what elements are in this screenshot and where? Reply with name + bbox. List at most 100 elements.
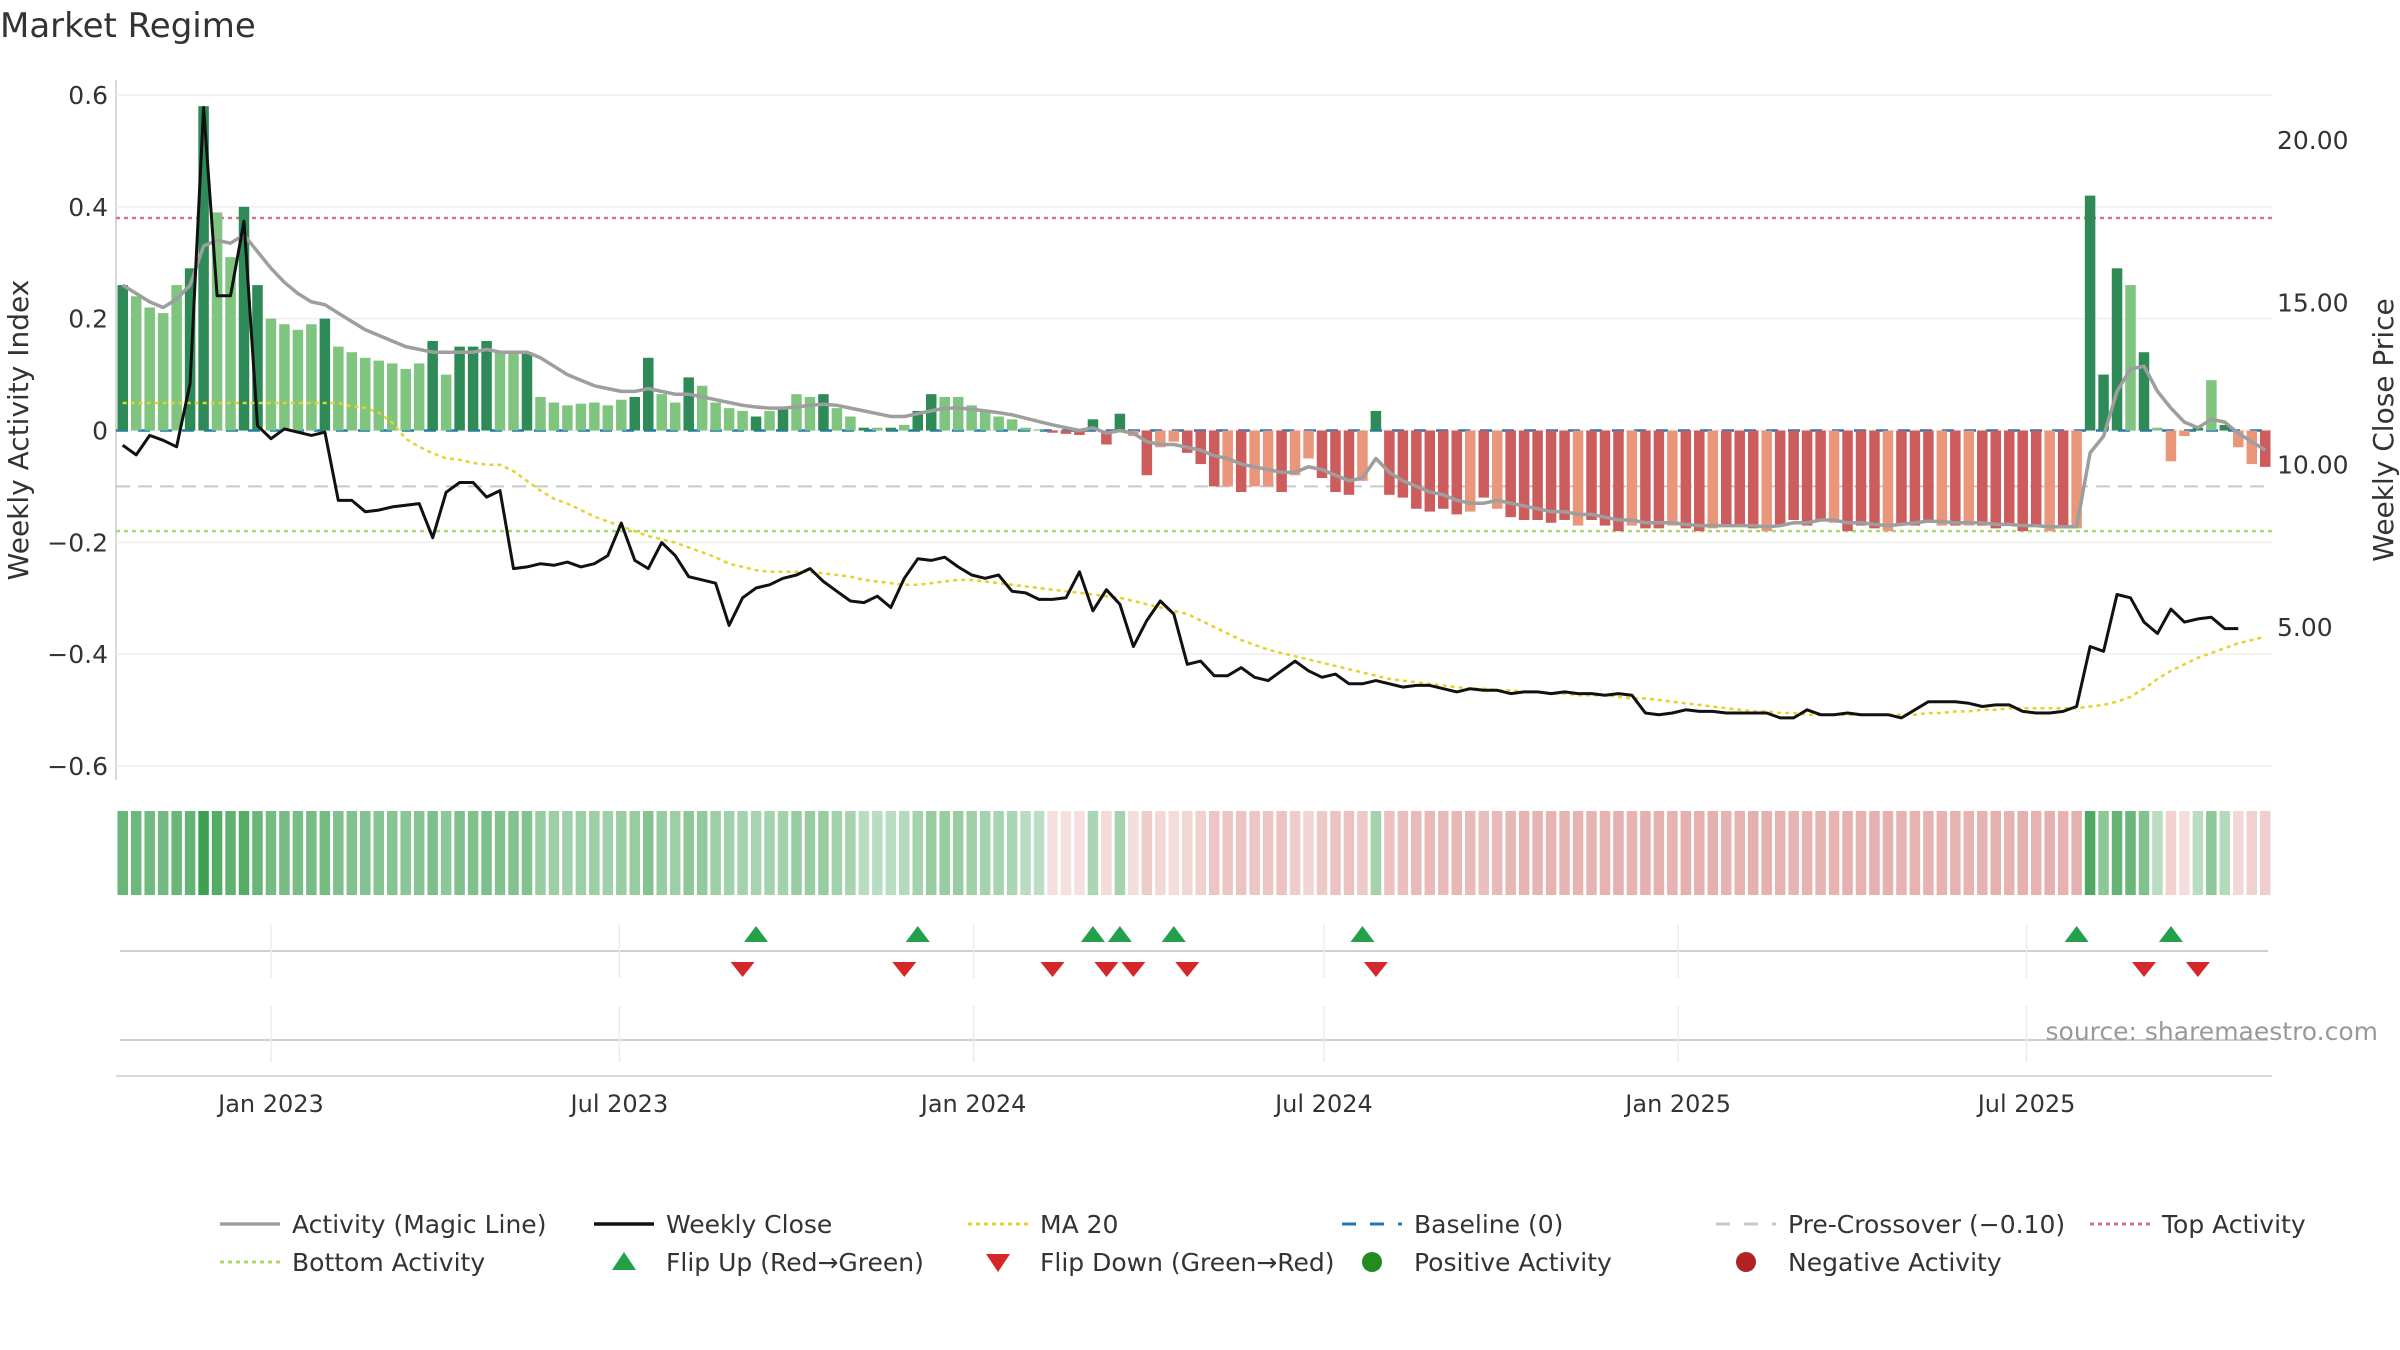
regime-cell	[1491, 811, 1503, 895]
activity-bar	[952, 396, 964, 431]
activity-bar	[1680, 430, 1692, 529]
activity-bar	[629, 396, 641, 431]
legend-label: Activity (Magic Line)	[292, 1210, 546, 1239]
regime-cell	[319, 811, 331, 895]
regime-cell	[1774, 811, 1786, 895]
legend-label: Pre-Crossover (−0.10)	[1788, 1210, 2065, 1239]
regime-cell	[1694, 811, 1705, 895]
activity-bar	[535, 396, 546, 431]
regime-cell	[1640, 811, 1651, 895]
activity-bar	[333, 346, 344, 431]
x-tick-label: Jan 2024	[919, 1090, 1027, 1118]
regime-cell	[292, 811, 304, 895]
regime-cell	[548, 811, 560, 895]
activity-bar	[2246, 430, 2258, 465]
flip-up-marker	[1107, 926, 1132, 942]
regime-cell	[1182, 811, 1193, 895]
activity-bar	[872, 427, 883, 431]
regime-cell	[1262, 811, 1274, 895]
regime-cell	[1222, 811, 1233, 895]
flip-down-marker	[1175, 962, 1200, 977]
regime-cell	[1370, 811, 1382, 895]
regime-cell	[1882, 811, 1894, 895]
flip-up-marker	[744, 926, 769, 942]
regime-cell	[265, 811, 277, 895]
flip-down-marker	[1121, 962, 1146, 977]
regime-cell	[211, 811, 223, 895]
activity-bar	[1626, 430, 1638, 526]
regime-cell	[1478, 811, 1489, 895]
activity-bar	[1006, 419, 1018, 431]
activity-bar	[2084, 195, 2096, 431]
regime-cell	[157, 811, 169, 895]
regime-cell	[656, 811, 667, 895]
regime-cell	[171, 811, 182, 895]
activity-bar	[750, 416, 762, 431]
activity-bar	[2044, 430, 2055, 532]
activity-bar	[1168, 430, 1180, 442]
activity-bar	[1869, 430, 1880, 529]
regime-cell	[2246, 811, 2258, 895]
activity-bar	[1707, 430, 1719, 529]
regime-cell	[2125, 811, 2136, 895]
regime-cell	[925, 811, 937, 895]
activity-bar	[669, 402, 681, 431]
regime-cell	[1747, 811, 1759, 895]
left-axis-label: Weekly Activity Index	[2, 280, 35, 581]
regime-cell	[899, 811, 910, 895]
regime-cell	[225, 811, 236, 895]
legend-label: Baseline (0)	[1414, 1210, 1563, 1239]
activity-bar	[1020, 427, 1031, 431]
regime-cell	[2152, 811, 2163, 895]
regime-cell	[845, 811, 856, 895]
activity-bar	[454, 346, 465, 431]
activity-bar	[2165, 430, 2177, 462]
regime-cell	[669, 811, 681, 895]
activity-bar	[818, 394, 829, 431]
activity-bar	[1424, 430, 1436, 512]
activity-bar	[1087, 419, 1099, 431]
activity-bar	[1882, 430, 1894, 532]
regime-cell	[238, 811, 250, 895]
regime-cell	[1653, 811, 1665, 895]
activity-bar	[2017, 430, 2028, 532]
regime-cell	[333, 811, 344, 895]
activity-bar	[2206, 380, 2217, 431]
regime-cell	[1572, 811, 1584, 895]
legend-swatch	[1736, 1252, 1756, 1272]
activity-bar	[2179, 430, 2190, 437]
regime-cell	[966, 811, 977, 895]
regime-cell	[737, 811, 748, 895]
regime-cell	[413, 811, 425, 895]
regime-cell	[2179, 811, 2190, 895]
regime-cell	[1842, 811, 1853, 895]
regime-cell	[346, 811, 358, 895]
activity-bar	[2138, 352, 2150, 431]
activity-bar	[1141, 430, 1153, 476]
right-axis-ticks: 20.00 15.00 10.00 5.00	[2277, 126, 2349, 642]
regime-cell	[1060, 811, 1072, 895]
legend: Activity (Magic Line) Weekly Close MA 20 Ba…	[220, 1210, 2306, 1277]
activity-bar	[319, 318, 331, 431]
activity-bar	[1923, 430, 1934, 523]
regime-cell	[696, 811, 708, 895]
regime-cell	[2030, 811, 2042, 895]
activity-bar	[1734, 430, 1745, 526]
activity-bar	[2057, 430, 2069, 526]
activity-bar	[804, 396, 816, 431]
regime-cell	[872, 811, 883, 895]
regime-cell	[1855, 811, 1867, 895]
activity-bar	[1667, 430, 1678, 526]
legend-item: Activity (Magic Line)	[220, 1210, 546, 1239]
right-axis-label: Weekly Close Price	[2367, 298, 2400, 561]
activity-bars	[117, 106, 2271, 532]
activity-bar	[2111, 268, 2123, 431]
activity-bar	[1357, 430, 1368, 481]
flip-down-marker	[892, 962, 917, 977]
left-axis-ticks: 0.6 0.4 0.2 0 −0.2 −0.4 −0.6	[47, 81, 108, 781]
activity-bar	[575, 403, 587, 431]
magic-line	[121, 233, 2267, 529]
regime-cell	[562, 811, 573, 895]
regime-cell	[602, 811, 614, 895]
regime-cell	[252, 811, 263, 895]
